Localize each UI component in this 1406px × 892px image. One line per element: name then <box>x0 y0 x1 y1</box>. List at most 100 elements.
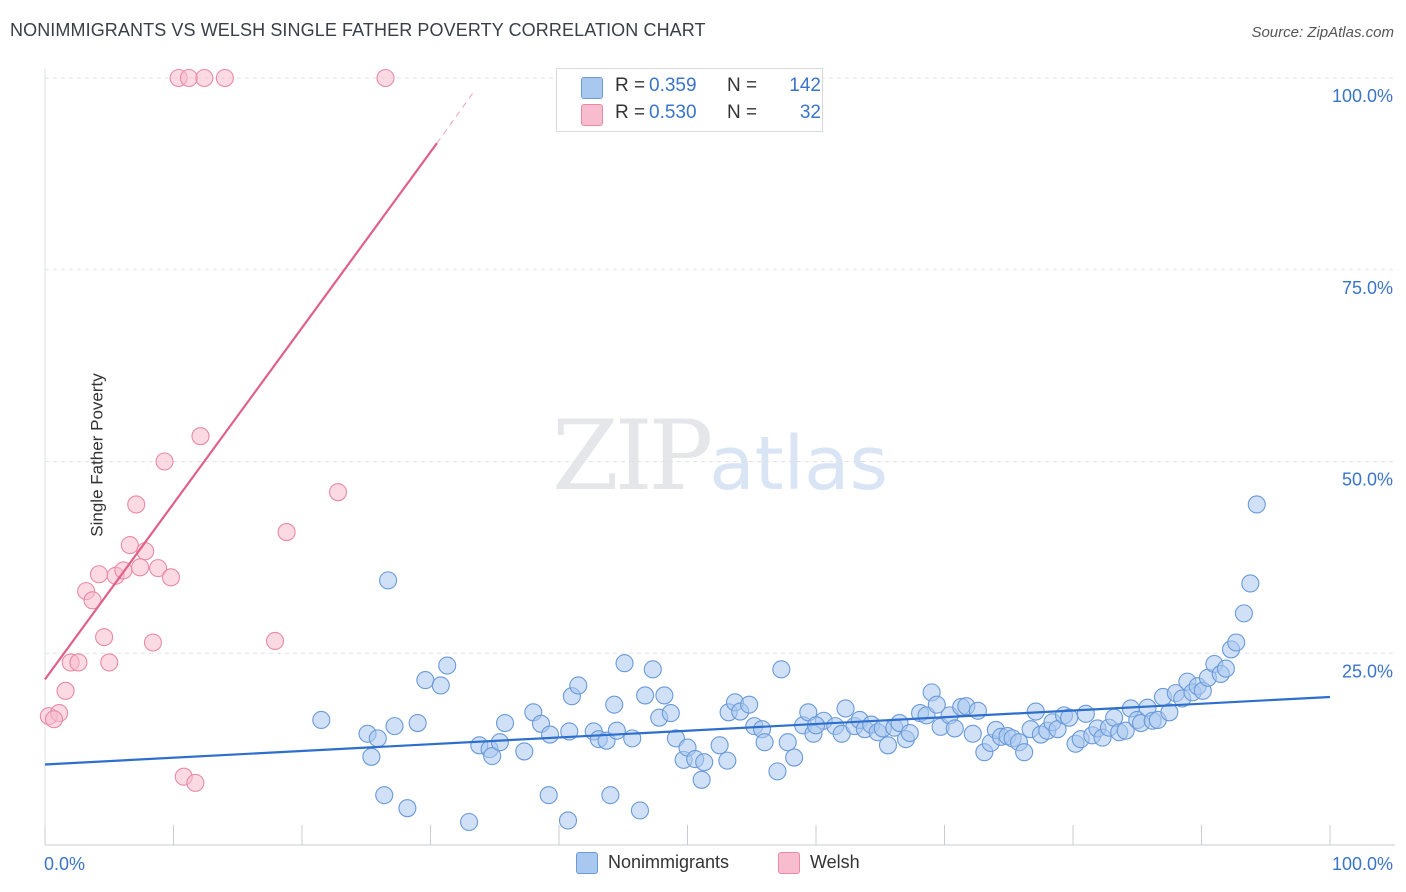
watermark-zip: ZIP <box>552 400 713 512</box>
legend-r-label: R = <box>615 75 646 96</box>
y-tick-label: 75.0% <box>1342 278 1393 298</box>
data-point-nonimmigrants <box>1160 703 1179 722</box>
data-point-nonimmigrants <box>630 801 650 820</box>
legend-swatch-pink <box>778 852 800 874</box>
data-point-nonimmigrants <box>605 695 624 714</box>
data-point-nonimmigrants <box>416 671 435 690</box>
legend-r-value: 0.530 <box>649 102 697 123</box>
data-point-welsh <box>179 68 198 88</box>
data-point-welsh <box>149 559 168 578</box>
data-point-welsh <box>69 653 88 672</box>
data-point-nonimmigrants <box>601 786 620 805</box>
data-point-welsh <box>83 591 102 610</box>
data-point-welsh <box>131 558 150 577</box>
data-point-nonimmigrants <box>540 725 560 744</box>
y-tick-label: 50.0% <box>1342 470 1393 490</box>
data-point-welsh <box>328 483 348 502</box>
legend-n-value: 142 <box>789 75 821 96</box>
legend-swatch-blue <box>581 77 603 99</box>
data-point-welsh <box>143 633 162 652</box>
data-point-welsh <box>100 653 119 672</box>
legend-swatch-pink <box>581 104 603 126</box>
data-point-nonimmigrants <box>710 736 729 755</box>
legend-label-welsh: Welsh <box>810 852 860 872</box>
data-point-nonimmigrants <box>1234 604 1253 623</box>
data-point-nonimmigrants <box>740 695 759 714</box>
data-point-welsh <box>89 565 109 584</box>
data-point-welsh <box>127 495 146 514</box>
data-point-nonimmigrants <box>778 733 797 752</box>
y-axis-label: Single Father Poverty <box>87 373 107 537</box>
data-point-nonimmigrants <box>312 710 331 730</box>
data-point-welsh <box>265 631 285 651</box>
data-point-welsh <box>155 452 174 471</box>
data-point-nonimmigrants <box>755 733 774 752</box>
data-point-nonimmigrants <box>539 786 558 805</box>
data-point-nonimmigrants <box>515 742 534 761</box>
data-point-nonimmigrants <box>569 676 588 695</box>
data-point-nonimmigrants <box>1116 721 1135 740</box>
data-point-welsh <box>95 628 114 647</box>
watermark-atlas: atlas <box>709 421 889 507</box>
data-point-nonimmigrants <box>1076 704 1095 723</box>
watermark: ZIPatlas <box>552 400 888 512</box>
data-point-nonimmigrants <box>438 656 457 675</box>
legend-n-label: N = <box>727 102 758 123</box>
data-point-nonimmigrants <box>945 719 964 738</box>
data-point-nonimmigrants <box>772 660 791 679</box>
data-point-nonimmigrants <box>558 811 578 830</box>
data-point-nonimmigrants <box>768 762 787 781</box>
trend-line-extension-welsh <box>436 89 476 144</box>
data-point-nonimmigrants <box>1060 708 1079 727</box>
legend-r-value: 0.359 <box>649 75 697 96</box>
data-point-welsh <box>56 681 75 700</box>
data-point-nonimmigrants <box>483 746 502 766</box>
data-point-nonimmigrants <box>495 713 515 733</box>
data-point-nonimmigrants <box>636 686 655 705</box>
data-point-nonimmigrants <box>1247 495 1266 514</box>
x-tick-label: 100.0% <box>1332 854 1393 874</box>
data-point-nonimmigrants <box>1015 743 1034 762</box>
data-point-nonimmigrants <box>398 799 417 818</box>
data-point-nonimmigrants <box>1227 633 1246 652</box>
data-point-nonimmigrants <box>615 654 634 673</box>
data-point-nonimmigrants <box>1241 574 1260 593</box>
data-point-nonimmigrants <box>375 786 394 805</box>
data-point-welsh <box>186 773 205 792</box>
data-point-nonimmigrants <box>836 699 855 718</box>
data-point-nonimmigrants <box>878 736 898 755</box>
trend-line-welsh <box>44 142 438 680</box>
data-point-nonimmigrants <box>408 713 427 733</box>
data-point-nonimmigrants <box>963 724 982 743</box>
data-point-nonimmigrants <box>385 717 404 736</box>
data-point-nonimmigrants <box>490 733 509 752</box>
data-point-nonimmigrants <box>785 748 804 767</box>
data-point-welsh <box>120 536 139 555</box>
legend-swatch-blue <box>576 852 598 874</box>
y-tick-label: 100.0% <box>1332 86 1393 106</box>
data-point-nonimmigrants <box>362 747 381 766</box>
trend-line-nonimmigrants <box>44 695 1331 766</box>
data-point-nonimmigrants <box>718 751 737 770</box>
chart-title: NONIMMIGRANTS VS WELSH SINGLE FATHER POV… <box>10 20 706 40</box>
data-point-welsh <box>277 523 296 542</box>
data-point-nonimmigrants <box>1216 659 1235 678</box>
x-tick-label: 0.0% <box>44 854 85 874</box>
legend-label-nonimmigrants: Nonimmigrants <box>608 852 730 872</box>
legend-n-value: 32 <box>799 102 821 123</box>
legend-n-label: N = <box>727 75 758 96</box>
data-point-nonimmigrants <box>459 812 479 832</box>
data-point-welsh <box>215 68 234 88</box>
data-point-nonimmigrants <box>927 695 946 714</box>
data-point-welsh <box>376 68 395 88</box>
data-point-nonimmigrants <box>607 721 626 740</box>
y-tick-label: 25.0% <box>1342 661 1393 681</box>
source-credit: Source: ZipAtlas.com <box>1251 24 1394 41</box>
data-point-welsh <box>191 427 210 446</box>
data-point-welsh <box>195 68 214 88</box>
data-point-nonimmigrants <box>900 723 919 743</box>
data-point-nonimmigrants <box>661 704 680 723</box>
data-point-welsh <box>161 568 180 587</box>
stats-legend: R = 0.359 N = 142 R = 0.530 N = 32 <box>556 68 823 132</box>
data-point-nonimmigrants <box>695 753 714 772</box>
